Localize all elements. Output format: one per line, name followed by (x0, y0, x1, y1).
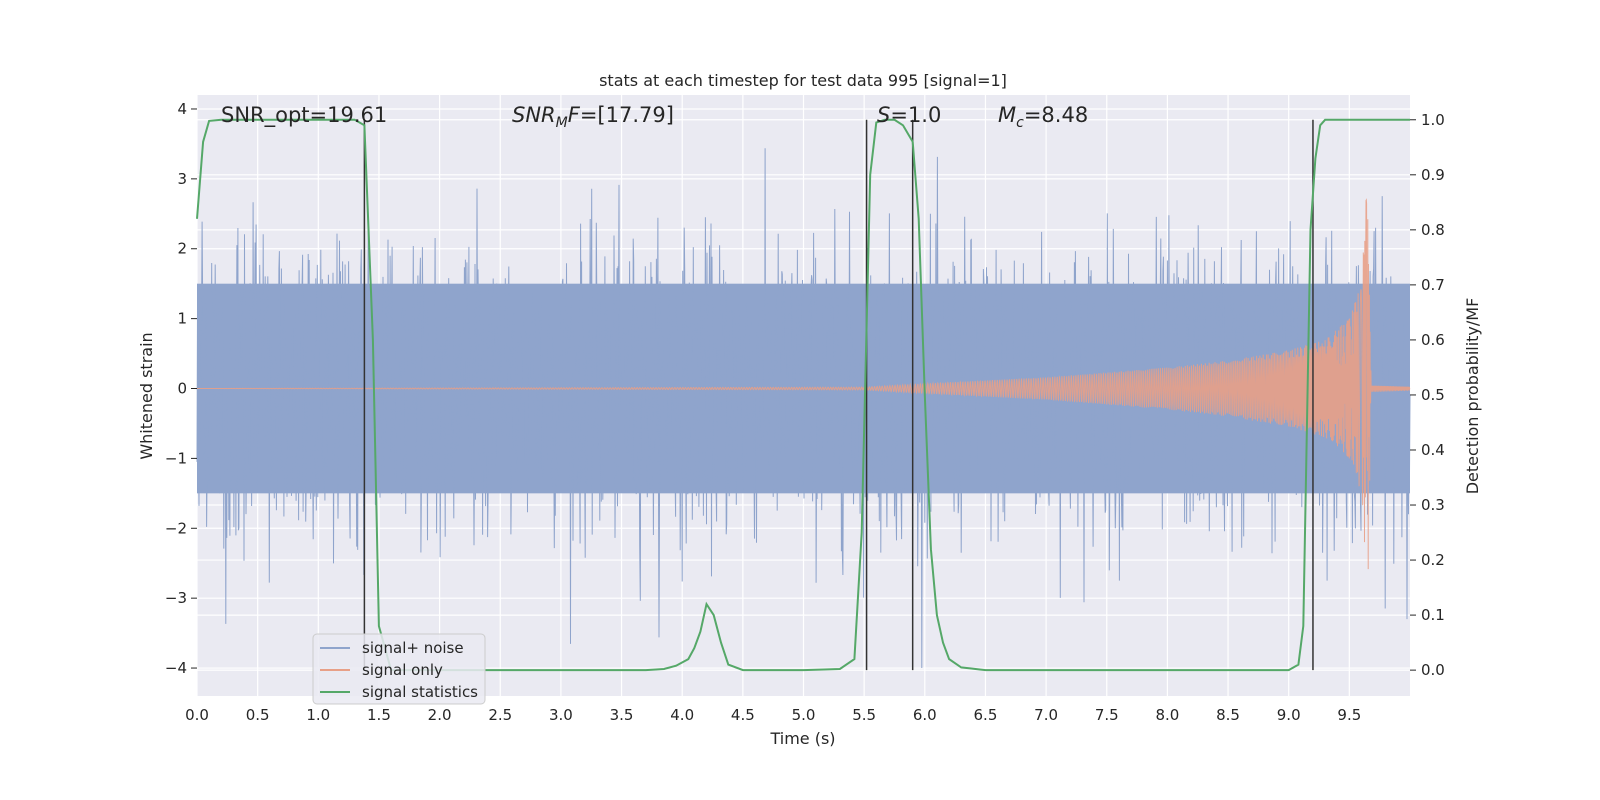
y-axis-right-ticks: 1.0 0.9 0.8 0.7 0.6 0.5 0.4 0.3 0.2 0.1 0.0 (1410, 111, 1445, 679)
annotation-snr-mf-value: =[17.79] (580, 103, 674, 127)
legend-label-signal-noise: signal+ noise (362, 639, 464, 657)
y-right-tick-label: 0.1 (1421, 606, 1445, 624)
annotation-s-value: =1.0 (890, 103, 941, 127)
signal-trace (197, 198, 1411, 570)
y-right-tick-label: 1.0 (1421, 111, 1445, 129)
x-tick-label: 0.0 (185, 706, 209, 724)
y-left-tick-label: −2 (165, 519, 187, 537)
x-tick-label: 9.5 (1337, 706, 1361, 724)
x-tick-label: 9.0 (1277, 706, 1301, 724)
x-tick-label: 8.5 (1216, 706, 1240, 724)
x-tick-label: 4.5 (731, 706, 755, 724)
annotation-snr-mf-sub: M (556, 115, 568, 131)
annotation-mc-value: =8.48 (1024, 103, 1088, 127)
legend-label-signal-statistics: signal statistics (362, 683, 478, 701)
x-tick-label: 3.0 (549, 706, 573, 724)
y-left-tick-label: 1 (177, 310, 187, 328)
annotation-s-main: S (877, 103, 890, 127)
y-right-tick-label: 0.8 (1421, 221, 1445, 239)
x-axis-ticks: 0.0 0.5 1.0 1.5 2.0 2.5 3.0 3.5 4.0 4.5 5.0 5.5 6.0 6… (185, 706, 1361, 724)
x-tick-label: 7.0 (1034, 706, 1058, 724)
annotation-mc-main: M (998, 103, 1016, 127)
x-tick-label: 8.0 (1155, 706, 1179, 724)
y-right-tick-label: 0.4 (1421, 441, 1445, 459)
y-left-tick-label: −4 (165, 659, 187, 677)
legend-box (312, 633, 486, 705)
x-tick-label: 2.0 (428, 706, 452, 724)
annotation-mc: Mc=8.48 (998, 103, 1088, 131)
annotation-snr-mf: SNRMF=[17.79] (512, 103, 674, 131)
annotation-snr-mf-f: F (568, 103, 581, 127)
y-right-tick-label: 0.3 (1421, 496, 1445, 514)
x-tick-label: 4.0 (670, 706, 694, 724)
series-signal-only (197, 198, 1411, 570)
y-left-tick-label: −1 (165, 449, 187, 467)
y-left-tick-label: 2 (177, 240, 187, 258)
annotation-mc-sub: c (1016, 115, 1024, 131)
y-right-tick-label: 0.6 (1421, 331, 1445, 349)
x-tick-label: 1.0 (306, 706, 330, 724)
x-tick-label: 7.5 (1095, 706, 1119, 724)
y-axis-left-ticks: 4 3 2 1 0 −1 −2 −3 −4 (165, 100, 197, 677)
x-tick-label: 2.5 (488, 706, 512, 724)
x-tick-label: 0.5 (246, 706, 270, 724)
x-tick-label: 6.0 (913, 706, 937, 724)
series-signal-statistics (196, 118, 1410, 672)
legend-label-signal-only: signal only (362, 661, 443, 679)
y-left-tick-label: 4 (177, 100, 187, 118)
x-tick-label: 5.0 (792, 706, 816, 724)
x-tick-label: 5.5 (852, 706, 876, 724)
x-tick-label: 3.5 (610, 706, 634, 724)
y-right-tick-label: 0.9 (1421, 166, 1445, 184)
annotation-snr-mf-main: SNR (512, 103, 556, 127)
y-axis-left-label: Whitened strain (137, 332, 156, 459)
y-right-tick-label: 0.7 (1421, 276, 1445, 294)
legend: signal+ noise signal only signal statist… (312, 633, 486, 705)
x-tick-label: 6.5 (974, 706, 998, 724)
y-left-tick-label: −3 (165, 589, 187, 607)
y-left-tick-label: 3 (177, 170, 187, 188)
chart-title: stats at each timestep for test data 995… (599, 71, 1007, 90)
y-left-tick-label: 0 (177, 380, 187, 398)
vertical-markers (363, 119, 1314, 671)
y-right-tick-label: 0.0 (1421, 661, 1445, 679)
x-tick-label: 1.5 (367, 706, 391, 724)
y-right-tick-label: 0.2 (1421, 551, 1445, 569)
annotation-s: S=1.0 (877, 103, 941, 127)
y-right-tick-label: 0.5 (1421, 386, 1445, 404)
statistics-trace (196, 118, 1410, 672)
y-axis-right-label: Detection probability/MF (1463, 298, 1482, 495)
annotation-snr-opt: SNR_opt=19.61 (221, 103, 387, 128)
x-axis-label: Time (s) (769, 729, 835, 748)
